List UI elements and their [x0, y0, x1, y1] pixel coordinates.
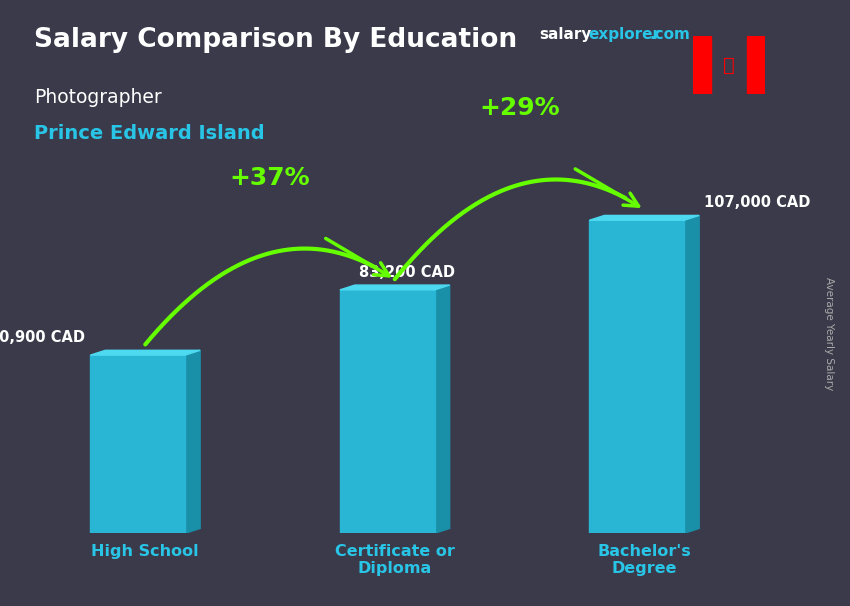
- Text: Average Yearly Salary: Average Yearly Salary: [824, 277, 834, 390]
- Text: 🍁: 🍁: [723, 56, 734, 75]
- Polygon shape: [340, 285, 450, 290]
- Text: salary: salary: [540, 27, 592, 42]
- Polygon shape: [90, 350, 200, 355]
- Text: .com: .com: [649, 27, 690, 42]
- Polygon shape: [434, 285, 450, 533]
- Text: Salary Comparison By Education: Salary Comparison By Education: [34, 27, 517, 53]
- Bar: [747, 36, 765, 94]
- Polygon shape: [589, 215, 700, 220]
- Text: explorer: explorer: [588, 27, 660, 42]
- Text: Bachelor's
Degree: Bachelor's Degree: [598, 544, 691, 576]
- Text: 107,000 CAD: 107,000 CAD: [704, 195, 811, 210]
- Bar: [340, 290, 434, 533]
- Text: High School: High School: [92, 544, 199, 559]
- Polygon shape: [684, 215, 700, 533]
- Polygon shape: [185, 350, 200, 533]
- Text: +29%: +29%: [479, 96, 560, 121]
- Bar: [693, 36, 711, 94]
- Text: Certificate or
Diploma: Certificate or Diploma: [335, 544, 455, 576]
- Text: Photographer: Photographer: [34, 88, 162, 107]
- Text: +37%: +37%: [230, 166, 310, 190]
- Text: 60,900 CAD: 60,900 CAD: [0, 330, 85, 345]
- Bar: [90, 355, 185, 533]
- Text: 83,200 CAD: 83,200 CAD: [360, 265, 456, 280]
- Bar: [589, 220, 684, 533]
- Text: Prince Edward Island: Prince Edward Island: [34, 124, 264, 143]
